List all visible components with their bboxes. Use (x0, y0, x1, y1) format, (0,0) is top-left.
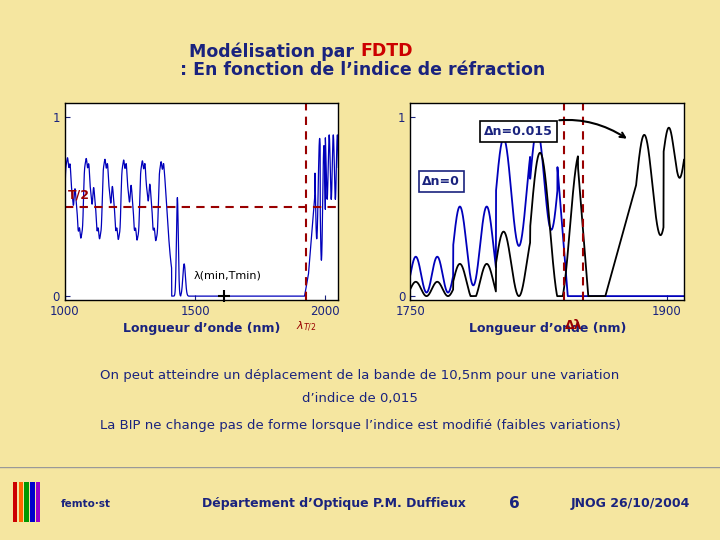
Text: FDTD: FDTD (360, 42, 413, 60)
Text: femto·st: femto·st (61, 498, 111, 509)
X-axis label: Longueur d’onde (nm): Longueur d’onde (nm) (123, 322, 280, 335)
Text: Δn=0: Δn=0 (423, 175, 460, 188)
Bar (19, 482, 23, 522)
Text: On peut atteindre un déplacement de la bande de 10,5nm pour une variation: On peut atteindre un déplacement de la b… (100, 369, 620, 382)
Text: Département d’Optique P.M. Duffieux: Département d’Optique P.M. Duffieux (202, 497, 465, 510)
Bar (30, 482, 35, 522)
Text: T/2: T/2 (68, 188, 90, 201)
Text: La BIP ne change pas de forme lorsque l’indice est modifié (faibles variations): La BIP ne change pas de forme lorsque l’… (99, 419, 621, 432)
Text: : En fonction de l’indice de réfraction: : En fonction de l’indice de réfraction (174, 61, 546, 79)
Text: JNOG 26/10/2004: JNOG 26/10/2004 (570, 497, 690, 510)
Text: Modélisation par: Modélisation par (189, 42, 360, 60)
Text: 6: 6 (510, 496, 520, 511)
Bar (24, 482, 29, 522)
Bar (13, 482, 17, 522)
Bar (36, 482, 40, 522)
Text: d’indice de 0,015: d’indice de 0,015 (302, 392, 418, 405)
Text: Δn=0.015: Δn=0.015 (484, 120, 625, 138)
Text: λ(min,Tmin): λ(min,Tmin) (194, 270, 261, 280)
X-axis label: Longueur d’onde (nm): Longueur d’onde (nm) (469, 322, 626, 335)
Text: Δλ: Δλ (565, 319, 582, 333)
Text: $\lambda_{T/2}$: $\lambda_{T/2}$ (296, 319, 316, 334)
